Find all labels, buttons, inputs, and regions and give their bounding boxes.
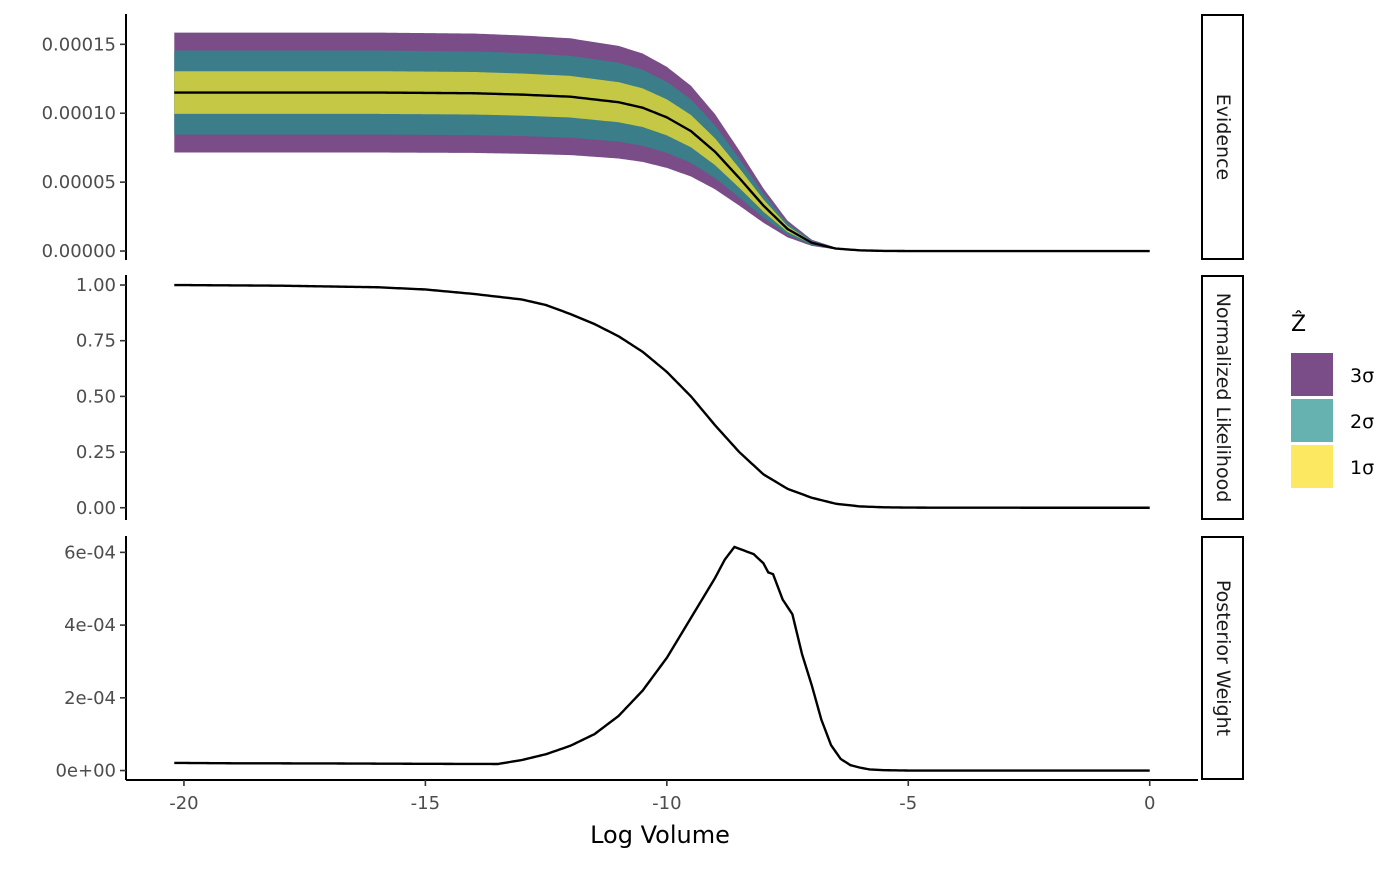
y-tick-label: 0.00 [76,498,116,519]
y-tick-label: 0.50 [76,386,116,407]
y-tick-label: 0.00005 [42,172,116,193]
series-line [174,283,1150,509]
strip-label: Normalized Likelihood [1212,293,1234,503]
x-tick-label: -15 [411,793,440,814]
y-tick-label: 0.00015 [42,34,116,55]
legend-title: Ẑ [1291,311,1306,337]
strip-box [1201,275,1244,520]
y-tick-label: 0.25 [76,442,116,463]
y-tick-label: 0e+00 [55,761,116,782]
series-line [174,545,1150,772]
legend-label: 2σ [1350,411,1374,433]
strip-label: Evidence [1212,94,1234,180]
x-tick-label: -5 [899,793,917,814]
y-tick-label: 2e-04 [64,688,116,709]
legend: Ẑ 3σ 2σ 1σ [1291,311,1374,488]
legend-label: 1σ [1350,457,1374,479]
legend-key [1291,445,1333,488]
x-tick-label: -10 [652,793,681,814]
band-3 [174,71,1150,252]
panel-normalized-likelihood: 0.00 0.25 0.50 0.75 1.00 Normalized Likelihoo… [76,275,1244,520]
panel-posterior-weight: 0e+00 2e-04 4e-04 6e-04 Posterior Weight [55,536,1244,782]
legend-key [1291,399,1333,442]
x-tick-label: 0 [1144,793,1155,814]
y-tick-label: 6e-04 [64,542,116,563]
strip-box [1201,536,1244,780]
series-line [174,91,1150,253]
y-tick-label: 0.00010 [42,103,116,124]
legend-key [1291,353,1333,396]
panel-evidence: 0.00000 0.00005 0.00010 0.00015 Evidence [42,14,1244,262]
y-tick-label: 0.75 [76,331,116,352]
y-tick-label: 1.00 [76,275,116,296]
x-axis-title: Log Volume [590,821,730,849]
strip-box [1201,14,1244,260]
y-tick-label: 4e-04 [64,615,116,636]
strip-label: Posterior Weight [1212,580,1234,736]
legend-label: 3σ [1350,365,1374,387]
x-tick-label: -20 [169,793,198,814]
y-tick-label: 0.00000 [42,241,116,262]
